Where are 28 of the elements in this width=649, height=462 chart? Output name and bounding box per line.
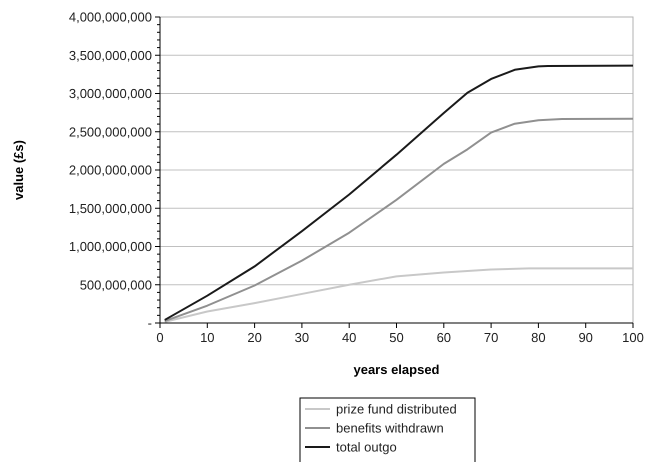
y-tick-label: 1,500,000,000: [68, 200, 152, 216]
y-tick-label: 4,000,000,000: [68, 10, 152, 25]
y-tick-label: 500,000,000: [80, 277, 152, 292]
y-tick-label: -: [148, 316, 152, 331]
x-tick-label: 0: [156, 330, 164, 345]
legend-label: total outgo: [336, 440, 397, 455]
x-tick-label: 50: [389, 330, 404, 345]
x-tick-label: 80: [531, 330, 546, 345]
y-axis-title: value (£s): [11, 140, 26, 200]
y-tick-label: 3,500,000,000: [68, 48, 152, 63]
y-tick-label: 3,000,000,000: [68, 86, 152, 102]
legend-label: prize fund distributed: [336, 402, 457, 417]
line-series: [164, 118, 634, 322]
x-tick-label: 70: [484, 330, 498, 345]
y-tick-label: 1,000,000,000: [68, 239, 152, 254]
legend-label: benefits withdrawn: [336, 420, 444, 436]
x-axis-title: years elapsed: [353, 362, 440, 377]
x-tick-label: 30: [294, 330, 310, 345]
x-tick-label: 90: [578, 330, 593, 345]
y-tick-label: 2,500,000,000: [68, 124, 152, 140]
line-series: [164, 64, 634, 321]
x-tick-label: 10: [200, 330, 215, 345]
x-tick-label: 100: [622, 330, 644, 345]
line-series: [164, 267, 634, 323]
y-tick-label: 2,000,000,000: [68, 162, 152, 178]
x-tick-label: 60: [436, 330, 452, 345]
x-tick-label: 40: [342, 330, 356, 345]
x-tick-label: 20: [247, 330, 262, 345]
